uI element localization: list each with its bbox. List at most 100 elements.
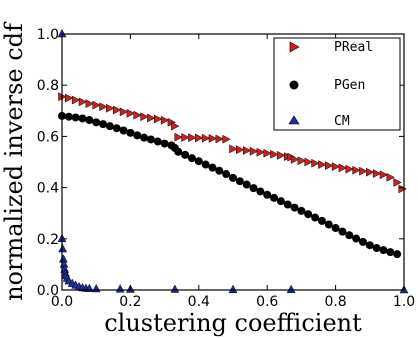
data-point xyxy=(181,133,190,142)
data-point xyxy=(92,100,101,110)
chart-marks xyxy=(57,28,409,294)
data-point xyxy=(146,135,155,144)
data-point xyxy=(256,147,265,157)
data-point xyxy=(78,97,88,107)
data-point xyxy=(318,160,327,169)
data-point xyxy=(270,149,279,159)
data-point xyxy=(276,197,285,206)
x-tick-label: 0.2 xyxy=(119,294,141,310)
data-point xyxy=(290,155,300,164)
data-point xyxy=(236,145,245,155)
data-point xyxy=(304,157,313,167)
data-point xyxy=(358,237,367,246)
x-tick-label: 0.0 xyxy=(51,294,73,310)
data-point xyxy=(215,134,224,144)
legend-marker-preal xyxy=(289,41,300,53)
data-point xyxy=(58,244,68,253)
data-point xyxy=(194,157,203,166)
data-point xyxy=(170,284,180,293)
data-point xyxy=(398,184,407,194)
y-tick-label: 0.6 xyxy=(37,129,59,145)
data-point xyxy=(181,150,190,159)
data-point xyxy=(270,193,279,202)
data-point xyxy=(105,122,114,131)
data-point xyxy=(331,224,340,233)
data-point xyxy=(249,184,258,193)
data-point xyxy=(386,172,395,182)
data-point xyxy=(311,213,320,222)
data-point xyxy=(277,150,286,160)
data-point xyxy=(71,113,80,122)
data-point xyxy=(379,170,389,180)
data-point xyxy=(286,284,296,293)
x-tick-label: 0.6 xyxy=(256,294,278,310)
y-tick-label: 0.0 xyxy=(37,283,59,299)
data-point xyxy=(352,234,361,243)
data-point xyxy=(345,164,354,174)
data-point xyxy=(345,231,354,240)
y-tick-label: 0.8 xyxy=(37,78,59,94)
data-point xyxy=(372,244,381,253)
legend-marker-cm xyxy=(288,115,300,125)
data-point xyxy=(366,167,375,177)
data-point xyxy=(297,156,306,166)
data-point xyxy=(195,133,204,143)
x-tick-label: 1.0 xyxy=(393,294,415,310)
data-point xyxy=(160,139,169,148)
data-point xyxy=(283,200,292,209)
y-tick-label: 0.4 xyxy=(37,181,59,197)
data-point xyxy=(386,248,395,257)
data-point xyxy=(352,165,361,175)
data-point xyxy=(338,163,347,173)
series-preal xyxy=(58,92,407,194)
y-tick-label: 1.0 xyxy=(37,27,59,43)
data-point xyxy=(263,148,272,158)
data-point xyxy=(365,241,374,250)
y-axis-title: normalized inverse cdf xyxy=(0,21,28,301)
data-point xyxy=(92,118,101,127)
data-point xyxy=(174,147,183,156)
data-point xyxy=(85,116,94,125)
data-point xyxy=(112,124,121,133)
data-point xyxy=(393,250,402,259)
data-point xyxy=(297,206,306,215)
data-point xyxy=(188,133,197,143)
data-point xyxy=(115,284,125,293)
data-point xyxy=(140,133,149,142)
data-point xyxy=(290,203,299,212)
data-point xyxy=(171,121,180,131)
data-point xyxy=(78,114,87,123)
data-point xyxy=(317,216,326,225)
data-point xyxy=(112,105,122,115)
data-point xyxy=(263,190,272,199)
data-point xyxy=(126,108,135,118)
data-point xyxy=(229,173,237,182)
data-point xyxy=(126,128,135,137)
legend: PReal PGen CM xyxy=(273,37,401,131)
y-tick-label: 0.2 xyxy=(37,232,59,248)
data-point xyxy=(249,146,259,156)
data-point xyxy=(119,107,129,117)
data-point xyxy=(91,283,101,293)
data-point xyxy=(222,134,231,144)
data-point xyxy=(174,132,183,142)
x-axis-title: clustering coefficient xyxy=(104,309,362,337)
data-point xyxy=(65,93,74,103)
data-point xyxy=(187,154,196,163)
data-point xyxy=(228,284,238,293)
data-point xyxy=(242,146,252,155)
series-pgen xyxy=(58,111,402,259)
data-point xyxy=(201,133,211,143)
plot-frame xyxy=(61,33,405,291)
legend-label-pgen: PGen xyxy=(334,78,365,93)
data-point xyxy=(147,113,156,123)
axis-ticks: 0.0 0.2 0.4 0.6 0.8 1.0 0.0 0.2 0.4 0.6 0.8 1.0 xyxy=(37,27,415,310)
data-point xyxy=(311,158,320,168)
data-point xyxy=(154,114,163,124)
data-point xyxy=(160,115,170,125)
data-point xyxy=(208,134,218,143)
data-point xyxy=(64,112,73,121)
data-point xyxy=(304,210,313,219)
data-point xyxy=(133,131,142,140)
data-point xyxy=(201,160,210,169)
